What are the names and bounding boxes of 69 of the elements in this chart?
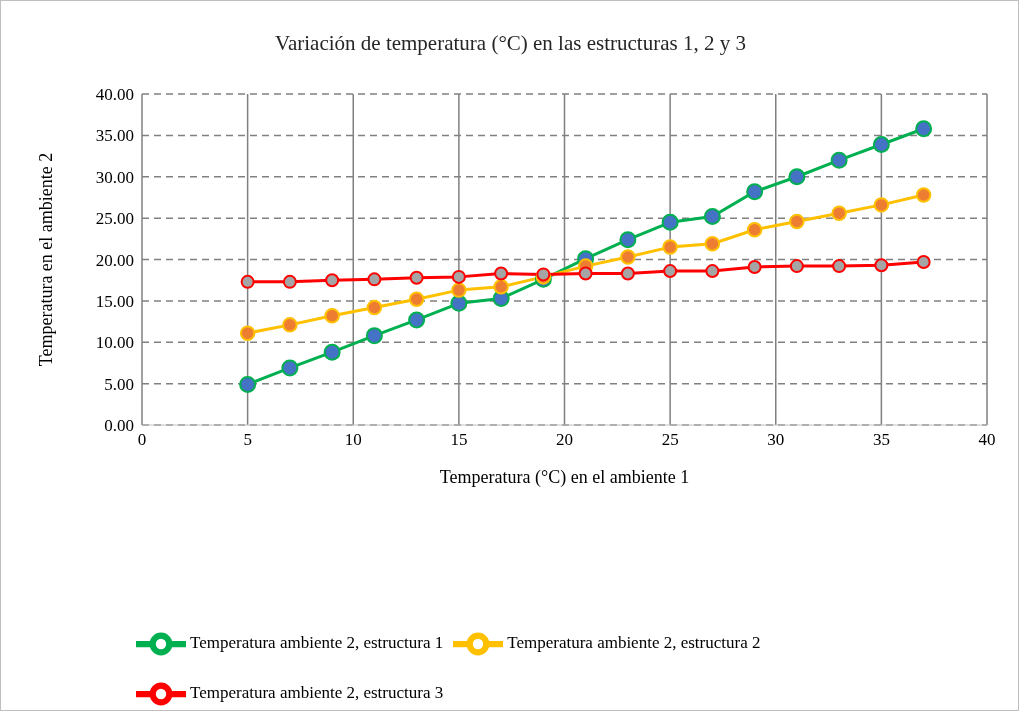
point (281, 359, 299, 377)
y-tick-label: 5.00 (104, 374, 134, 394)
x-tick-label: 20 (556, 430, 573, 450)
point (408, 291, 425, 307)
point (367, 272, 382, 287)
point (663, 264, 678, 279)
point (789, 213, 805, 230)
point (620, 266, 635, 281)
x-tick-label: 35 (872, 430, 890, 450)
point (239, 325, 256, 341)
point (789, 259, 804, 274)
y-axis-title: Temperatura en el ambiente 2 (36, 152, 57, 367)
point (915, 120, 933, 138)
point (872, 135, 890, 153)
point (366, 299, 383, 316)
point (747, 259, 762, 274)
y-tick-label: 25.00 (95, 209, 134, 229)
point (662, 239, 678, 255)
point (324, 308, 340, 324)
y-tick-label: 20.00 (95, 250, 134, 270)
point (703, 207, 721, 225)
point (408, 311, 426, 329)
point (874, 258, 889, 273)
x-tick-label: 10 (344, 430, 362, 450)
y-tick-label: 15.00 (95, 291, 134, 311)
point (450, 294, 468, 312)
point (578, 266, 593, 281)
point (451, 269, 466, 284)
point (620, 249, 636, 265)
x-tick-label: 40 (978, 430, 996, 450)
point (831, 205, 847, 221)
point (830, 151, 848, 169)
point (915, 187, 932, 203)
point (323, 343, 341, 361)
point (494, 266, 509, 281)
x-axis-title: Temperatura (°C) en el ambiente 1 (439, 467, 690, 488)
x-tick-label: 0 (137, 430, 147, 450)
point (746, 183, 764, 201)
point (661, 213, 679, 231)
point (746, 221, 763, 238)
point (282, 274, 297, 289)
y-tick-label: 10.00 (95, 333, 134, 353)
x-tick-label: 5 (243, 430, 252, 450)
x-tick-label: 30 (767, 430, 785, 450)
point (325, 273, 340, 288)
legend-label: Temperatura ambiente 2, estructura 3 (190, 682, 444, 702)
y-tick-label: 35.00 (95, 126, 134, 146)
point (832, 259, 847, 274)
legend-label: Temperatura ambiente 2, estructura 1 (190, 632, 444, 652)
point (365, 327, 383, 345)
x-tick-label: 25 (661, 430, 679, 450)
point (916, 254, 931, 269)
point (239, 375, 257, 393)
point (873, 197, 890, 213)
legend-label: Temperatura ambiente 2, estructura 2 (507, 632, 761, 652)
point (282, 317, 298, 333)
chart-title: Variación de temperatura (°C) en las estructuras 1, 2 y 3 (274, 31, 747, 56)
point (451, 282, 467, 298)
y-tick-label: 0.00 (104, 416, 134, 436)
point (788, 168, 806, 186)
point (409, 270, 424, 285)
point (705, 264, 720, 279)
y-tick-label: 30.00 (95, 167, 134, 187)
point (619, 231, 637, 249)
point (493, 279, 509, 295)
y-tick-label: 40.00 (95, 85, 134, 105)
x-tick-label: 15 (450, 430, 468, 450)
point (240, 274, 255, 289)
point (704, 236, 721, 252)
